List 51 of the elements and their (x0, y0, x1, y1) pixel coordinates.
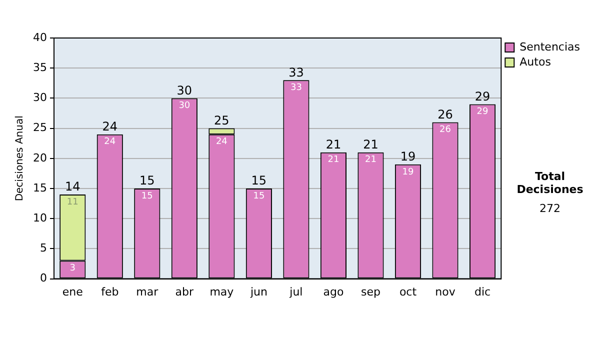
total-label: 19 (400, 150, 416, 164)
data-label: 21 (328, 155, 340, 166)
legend-label: Autos (520, 55, 552, 68)
total-label: 21 (363, 138, 378, 152)
data-label: 24 (104, 137, 116, 148)
x-tick-label: abr (175, 285, 194, 298)
total-label: 29 (474, 89, 490, 104)
total-label: 15 (140, 174, 155, 188)
x-tick-label: ago (323, 285, 344, 298)
data-label: 15 (141, 191, 153, 202)
data-label: 29 (476, 107, 489, 118)
y-tick-label: 10 (32, 211, 47, 224)
y-axis-title: Decisiones Anual (14, 116, 26, 202)
data-label: 11 (66, 197, 78, 208)
total-label: 14 (64, 180, 80, 194)
x-tick-label: may (210, 285, 234, 298)
x-tick-label: sep (360, 285, 380, 298)
total-label: 21 (326, 138, 342, 152)
data-label: 19 (402, 167, 414, 178)
x-tick-label: jul (288, 285, 303, 298)
data-label: 15 (253, 191, 265, 202)
text: Total Decisiones (516, 170, 584, 196)
data-label: 33 (290, 82, 302, 93)
data-label: 30 (178, 101, 190, 112)
x-tick-label: feb (101, 285, 119, 298)
total-label: 33 (288, 65, 304, 80)
data-label: 26 (440, 125, 452, 136)
x-tick-label: oct (399, 285, 418, 298)
x-tick-label: nov (435, 285, 456, 298)
y-tick-label: 15 (32, 181, 47, 194)
legend-label: Sentencias (520, 40, 580, 54)
y-tick-label: 25 (32, 121, 47, 134)
data-label: 3 (70, 264, 76, 274)
y-tick-label: 35 (32, 60, 47, 74)
y-tick-label: 30 (32, 91, 47, 104)
text: 272 (538, 202, 562, 215)
data-label: 24 (216, 137, 228, 148)
y-tick-label: 0 (40, 272, 47, 285)
x-tick-label: jun (249, 285, 268, 298)
total-label: 24 (102, 119, 118, 134)
total-label: 25 (214, 113, 230, 128)
y-tick-label: 20 (32, 151, 47, 164)
x-tick-label: dic (474, 285, 491, 298)
x-tick-label: ene (62, 285, 84, 298)
data-label: 21 (365, 155, 376, 166)
y-tick-label: 40 (32, 30, 47, 44)
total-label: 15 (251, 174, 267, 188)
y-tick-label: 5 (40, 242, 47, 255)
x-tick-label: mar (136, 285, 159, 298)
total-label: 26 (438, 107, 453, 122)
total-label: 30 (176, 83, 192, 98)
